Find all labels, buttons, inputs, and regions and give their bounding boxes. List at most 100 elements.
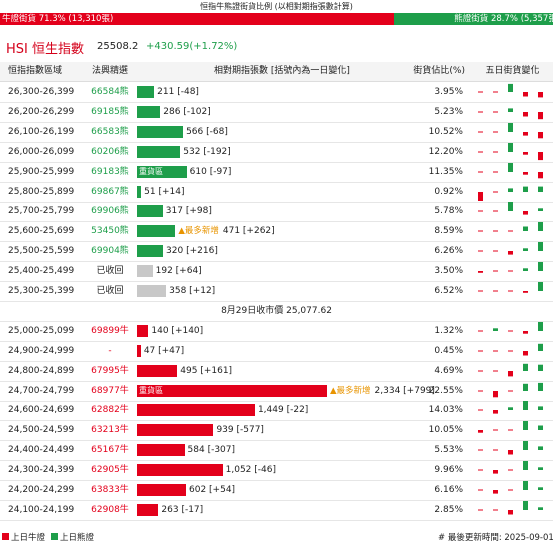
code-link[interactable]: 69867熊 xyxy=(91,186,129,197)
legend-swatch xyxy=(2,533,9,540)
five-day-bar xyxy=(523,481,528,490)
table-row: 24,300-24,399 62905牛 1,052 [-46] 9.96% xyxy=(0,460,553,482)
five-day-bar xyxy=(508,202,513,212)
five-day-dash xyxy=(478,131,483,133)
code-link[interactable]: 69906熊 xyxy=(91,206,129,217)
code-link[interactable]: 66584熊 xyxy=(91,87,129,97)
code-link[interactable]: 69185熊 xyxy=(91,106,129,117)
five-day-chart xyxy=(478,242,543,255)
five-day-dash xyxy=(508,489,513,491)
five-day-bar xyxy=(538,406,543,411)
five-day-dash xyxy=(478,91,483,93)
share: 1.32% xyxy=(434,325,463,336)
code-link[interactable]: 62882牛 xyxy=(91,405,129,416)
five-day-bar xyxy=(538,343,543,351)
code-link[interactable]: 65167牛 xyxy=(91,445,129,456)
count-label: 495 [+161] xyxy=(180,365,233,376)
count-label: 263 [-17] xyxy=(161,504,204,515)
five-day-bar xyxy=(493,410,498,414)
table-row: 25,900-25,999 69183熊 重貨區 610 [-97] 11.35% xyxy=(0,162,553,183)
five-day-dash xyxy=(493,191,498,192)
five-day-chart xyxy=(478,321,543,334)
five-day-bar xyxy=(538,92,543,98)
code-link[interactable]: 63833牛 xyxy=(91,485,129,495)
five-day-bar xyxy=(523,92,528,97)
code-link[interactable]: 69899牛 xyxy=(91,325,129,336)
five-day-dash xyxy=(478,151,483,153)
share: 0.92% xyxy=(434,186,463,197)
column-header: 恒指指數區域 xyxy=(8,66,63,76)
five-day-bar xyxy=(508,83,513,92)
code-link[interactable]: - xyxy=(108,345,112,356)
code-link[interactable]: 已收回 xyxy=(96,266,124,277)
five-day-bar xyxy=(508,370,513,376)
table-row: 26,100-26,199 66583熊 566 [-68] 10.52% xyxy=(0,122,553,143)
code-link[interactable]: 62908牛 xyxy=(91,504,129,515)
five-day-dash xyxy=(493,290,498,292)
five-day-dash xyxy=(493,210,498,212)
code-link[interactable]: 63213牛 xyxy=(91,425,129,436)
table-header: 恒指指數區域 法興精選 相對期指張數 [括號內為一日變化] 街貨佔比(%) 五日街貨變化 xyxy=(0,62,553,82)
code-link[interactable]: 已收回 xyxy=(96,286,124,296)
five-day-dash xyxy=(478,330,483,332)
code-link[interactable]: 68977牛 xyxy=(91,385,129,396)
code-link[interactable]: 53450熊 xyxy=(91,226,129,237)
count-bar xyxy=(137,424,214,437)
five-day-dash xyxy=(493,230,498,232)
five-day-dash xyxy=(508,350,513,352)
count-label: 211 [-48] xyxy=(157,87,199,97)
table-row: 25,700-25,799 69906熊 317 [+98] 5.78% xyxy=(0,201,553,223)
code-link[interactable]: 66583熊 xyxy=(91,126,129,137)
share: 10.05% xyxy=(428,425,463,436)
five-day-dash xyxy=(508,270,513,272)
five-day-dash xyxy=(508,330,513,332)
five-day-dash xyxy=(508,390,513,391)
five-day-bar xyxy=(538,242,543,252)
count-bar xyxy=(137,225,176,238)
updated-time: # 最後更新時間: 2025-09-01 08:00 xyxy=(438,533,553,543)
column-header: 法興精選 xyxy=(91,66,128,76)
count-label: 51 [+14] xyxy=(144,186,185,197)
count-label: 358 [+12] xyxy=(169,286,216,296)
five-day-dash xyxy=(478,111,483,113)
count-label: 532 [-192] xyxy=(183,146,231,157)
close-label: 8月29日收市價 25,077.62 xyxy=(221,305,332,316)
five-day-bar xyxy=(538,467,543,471)
five-day-bar xyxy=(538,446,543,451)
index-name: HSI 恒生指數 xyxy=(6,42,84,57)
five-day-bar xyxy=(538,425,543,431)
five-day-chart xyxy=(478,108,543,120)
code-link[interactable]: 69904熊 xyxy=(91,246,129,257)
code-link[interactable]: 69183熊 xyxy=(91,166,129,177)
five-day-bar xyxy=(538,507,543,510)
share: 6.52% xyxy=(434,286,463,296)
range: 25,500-25,599 xyxy=(8,246,75,257)
share: 12.20% xyxy=(428,146,463,157)
five-day-dash xyxy=(493,449,498,451)
five-day-bar xyxy=(493,490,498,494)
range: 26,000-26,099 xyxy=(8,146,75,157)
five-day-bar xyxy=(523,441,528,451)
range: 25,000-25,099 xyxy=(8,325,75,336)
five-day-dash xyxy=(493,250,498,252)
count-bar xyxy=(137,165,187,178)
code-link[interactable]: 67995牛 xyxy=(91,365,129,376)
table-row: 25,500-25,599 69904熊 320 [+216] 6.26% xyxy=(0,241,553,263)
table-row: 26,000-26,099 60206熊 532 [-192] 12.20% xyxy=(0,142,553,163)
code-link[interactable]: 60206熊 xyxy=(91,146,129,157)
code-link[interactable]: 62905牛 xyxy=(91,465,129,476)
table-row: 24,600-24,699 62882牛 1,449 [-22] 14.03% xyxy=(0,400,553,422)
count-label: 584 [-307] xyxy=(187,445,236,456)
table-row: 26,200-26,299 69185熊 286 [-102] 5.23% xyxy=(0,102,553,123)
count-bar xyxy=(137,444,185,457)
five-day-bar xyxy=(508,407,513,411)
share: 4.69% xyxy=(434,365,463,376)
range: 24,800-24,899 xyxy=(8,365,75,376)
five-day-dash xyxy=(478,290,483,292)
five-day-bar xyxy=(538,151,543,160)
table-row: 26,300-26,399 66584熊 211 [-48] 3.95% xyxy=(0,82,553,103)
five-day-bar xyxy=(523,461,528,471)
table-row: 25,000-25,099 69899牛 140 [+140] 1.32% xyxy=(0,321,553,342)
five-day-bar xyxy=(523,171,528,175)
legend-label: 上日熊證 xyxy=(60,533,95,543)
